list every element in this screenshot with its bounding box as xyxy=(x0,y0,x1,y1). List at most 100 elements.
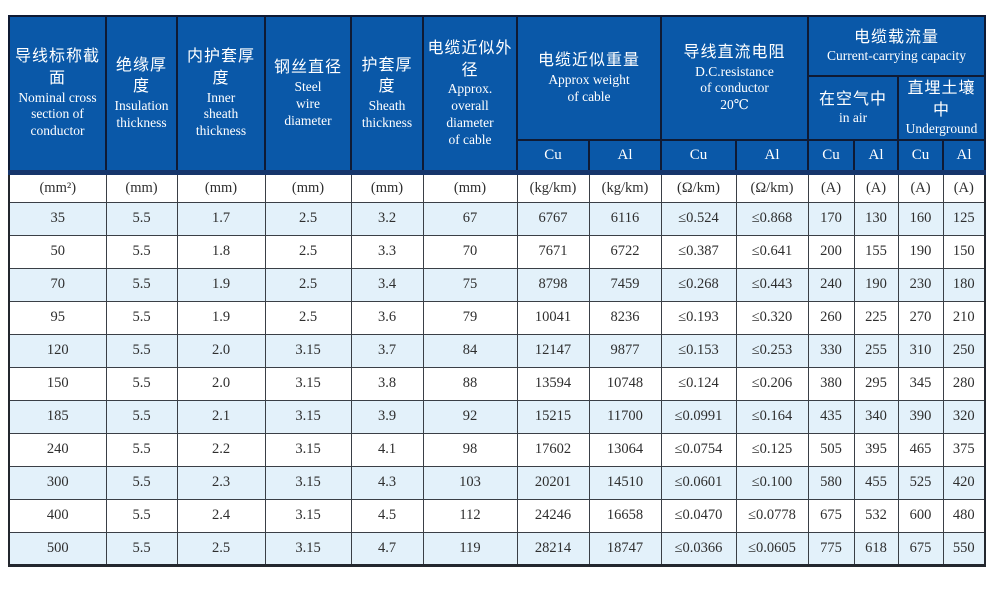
table-cell: 435 xyxy=(807,399,855,434)
units-row: (mm²) (mm) (mm) (mm) (mm) (mm) (kg/km) (kg/km)(… xyxy=(8,171,986,203)
table-cell: ≤0.0778 xyxy=(735,498,809,533)
unit-cell: (mm) xyxy=(176,171,266,203)
table-cell: 185 xyxy=(8,399,107,434)
subgroup-header-zh: 在空气中 xyxy=(819,90,888,108)
table-cell: ≤0.524 xyxy=(660,201,737,236)
table-cell: ≤0.100 xyxy=(735,465,809,500)
group-header-en: D.C.resistance of conductor 20℃ xyxy=(695,63,774,113)
table-cell: 1.9 xyxy=(176,267,266,302)
table-row: 185 5.5 2.1 3.15 3.9 92 15215 11700 ≤0.0991 ≤0.16… xyxy=(8,399,986,434)
col-header-steel-wire-diameter: 钢丝直径 Steel wire diameter xyxy=(264,14,352,175)
table-cell: 16658 xyxy=(588,498,662,533)
table-cell: 4.3 xyxy=(350,465,424,500)
table-cell: 70 xyxy=(8,267,107,302)
table-cell: 455 xyxy=(853,465,899,500)
table-cell: ≤0.0991 xyxy=(660,399,737,434)
table-cell: 345 xyxy=(897,366,944,401)
table-cell: 95 xyxy=(8,300,107,335)
table-cell: 190 xyxy=(853,267,899,302)
table-cell: 3.15 xyxy=(264,498,352,533)
table-cell: 330 xyxy=(807,333,855,368)
table-cell: 119 xyxy=(422,531,518,566)
unit-cell: (A) xyxy=(897,171,944,203)
col-header-zh: 电缆近似外径 xyxy=(427,39,513,79)
table-cell: 225 xyxy=(853,300,899,335)
table-cell: 120 xyxy=(8,333,107,368)
col-header-en: Approx. overall diameter of cable xyxy=(446,81,494,147)
table-cell: 675 xyxy=(897,531,944,566)
subcol-header-weight-al: Al xyxy=(587,139,663,175)
col-header-nominal-section: 导线标称截面 Nominal cross section of conducto… xyxy=(8,14,107,175)
table-row: 300 5.5 2.3 3.15 4.3 103 20201 14510 ≤0.0601 ≤0.1… xyxy=(8,465,986,500)
table-cell: 390 xyxy=(897,399,944,434)
table-cell: ≤0.0754 xyxy=(660,432,737,467)
table-cell: 532 xyxy=(853,498,899,533)
table-row: 240 5.5 2.2 3.15 4.1 98 17602 13064 ≤0.0754 ≤0.12… xyxy=(8,432,986,467)
table-row: 120 5.5 2.0 3.15 3.7 84 12147 9877 ≤0.153 ≤0.253 3… xyxy=(8,333,986,368)
table-cell: 295 xyxy=(853,366,899,401)
unit-cell: (mm²) xyxy=(8,171,107,203)
table-cell: 675 xyxy=(807,498,855,533)
table-cell: ≤0.387 xyxy=(660,234,737,269)
table-cell: 580 xyxy=(807,465,855,500)
table-cell: 3.9 xyxy=(350,399,424,434)
table-cell: 5.5 xyxy=(105,267,178,302)
subgroup-header-underground: 直埋土壤中 Underground xyxy=(897,74,987,142)
table-cell: 17602 xyxy=(516,432,590,467)
table-cell: 3.15 xyxy=(264,465,352,500)
table-cell: ≤0.193 xyxy=(660,300,737,335)
unit-cell: (kg/km) xyxy=(516,171,590,203)
table-cell: 7459 xyxy=(588,267,662,302)
table-cell: 2.5 xyxy=(264,234,352,269)
col-header-en: Sheath thickness xyxy=(361,98,413,130)
subcol-header-air-al: Al xyxy=(853,139,900,175)
table-cell: 2.5 xyxy=(264,267,352,302)
table-cell: 67 xyxy=(422,201,518,236)
table-cell: 103 xyxy=(422,465,518,500)
table-cell: 8798 xyxy=(516,267,590,302)
table-cell: 3.2 xyxy=(350,201,424,236)
group-header-approx-weight: 电缆近似重量 Approx weight of cable xyxy=(515,14,663,142)
table-cell: 2.0 xyxy=(176,366,266,401)
table-row: 35 5.5 1.7 2.5 3.2 67 6767 6116 ≤0.524 ≤0.868 170 1… xyxy=(8,201,986,236)
table-cell: 20201 xyxy=(516,465,590,500)
table-cell: 18747 xyxy=(588,531,662,566)
table-cell: 3.7 xyxy=(350,333,424,368)
unit-cell: (Ω/km) xyxy=(660,171,737,203)
table-cell: 505 xyxy=(807,432,855,467)
unit-cell: (mm) xyxy=(422,171,518,203)
table-cell: 2.5 xyxy=(264,201,352,236)
table-cell: 240 xyxy=(8,432,107,467)
table-cell: 465 xyxy=(897,432,944,467)
table-cell: 2.3 xyxy=(176,465,266,500)
table-cell: ≤0.164 xyxy=(735,399,809,434)
col-header-en: Steel wire diameter xyxy=(284,78,332,128)
unit-cell: (kg/km) xyxy=(588,171,662,203)
table-cell: 5.5 xyxy=(105,300,178,335)
table-cell: 50 xyxy=(8,234,107,269)
table-cell: 2.5 xyxy=(264,300,352,335)
col-header-zh: 护套厚度 xyxy=(361,56,413,96)
unit-cell: (mm) xyxy=(105,171,178,203)
table-cell: 8236 xyxy=(588,300,662,335)
table-cell: 3.4 xyxy=(350,267,424,302)
table-cell: 98 xyxy=(422,432,518,467)
table-cell: 112 xyxy=(422,498,518,533)
col-header-en: Inner sheath thickness xyxy=(195,89,247,139)
table-cell: 88 xyxy=(422,366,518,401)
table-cell: 5.5 xyxy=(105,333,178,368)
table-cell: 5.5 xyxy=(105,465,178,500)
table-cell: ≤0.868 xyxy=(735,201,809,236)
table-cell: 2.2 xyxy=(176,432,266,467)
table-cell: 70 xyxy=(422,234,518,269)
table-cell: 270 xyxy=(897,300,944,335)
table-cell: 150 xyxy=(8,366,107,401)
table-cell: 380 xyxy=(807,366,855,401)
table-cell: 395 xyxy=(853,432,899,467)
subcol-header-weight-cu: Cu xyxy=(516,139,590,175)
subcol-header-resistance-cu: Cu xyxy=(660,139,738,175)
table-cell: 5.5 xyxy=(105,366,178,401)
table-cell: 24246 xyxy=(516,498,590,533)
table-cell: 10041 xyxy=(516,300,590,335)
table-cell: 92 xyxy=(422,399,518,434)
